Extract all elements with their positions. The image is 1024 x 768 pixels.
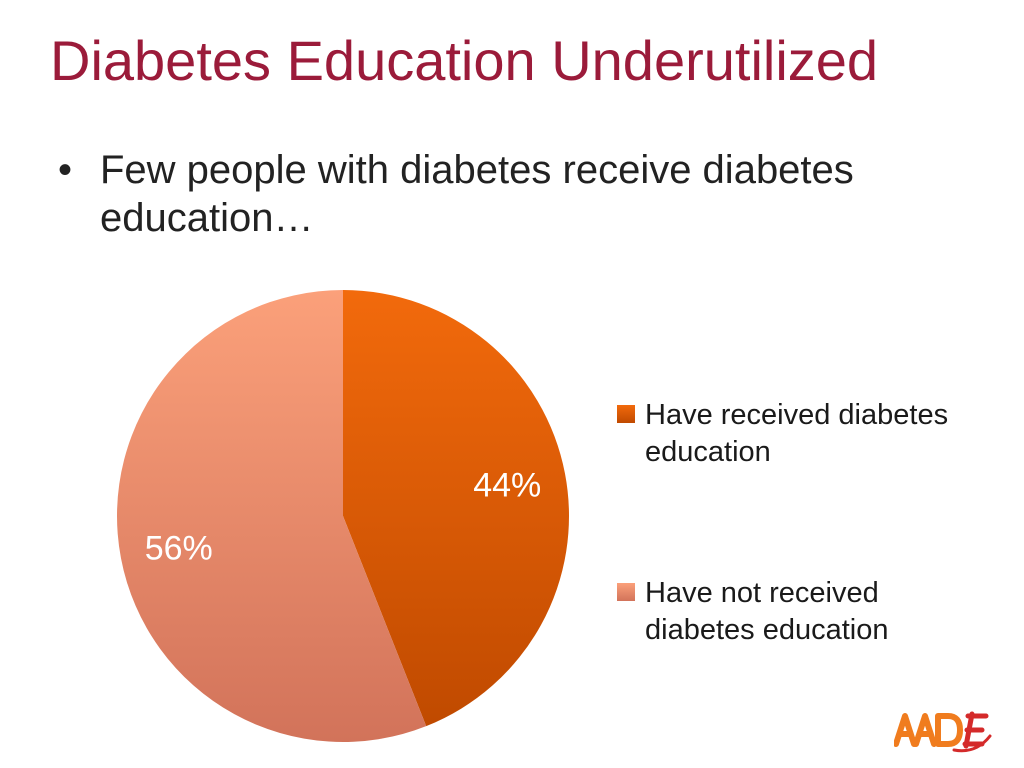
pie-slices — [116, 290, 569, 742]
slide-title: Diabetes Education Underutilized — [50, 29, 879, 92]
legend-label: education — [645, 436, 771, 468]
chart-legend: Have received diabetes education Have not … — [617, 399, 948, 646]
pie-slice-2 — [116, 290, 427, 742]
legend-label: Have received diabetes — [645, 399, 948, 431]
legend-entry-2: Have not received diabetes education — [617, 577, 888, 646]
legend-label: diabetes education — [645, 614, 888, 646]
aade-logo-art — [894, 711, 992, 753]
bullet-text: Few people with diabetes receive diabete… — [100, 148, 854, 240]
data-label-2: 56% — [145, 529, 213, 567]
pie-data-labels: 44% 56% — [145, 467, 542, 568]
bullet-point: • Few people with diabetes receive diabe… — [58, 146, 978, 242]
aade-logo — [894, 711, 992, 753]
legend-label: Have not received — [645, 577, 879, 609]
data-label-1: 44% — [473, 467, 541, 505]
legend-swatch-2 — [617, 583, 635, 601]
bullet-glyph: • — [58, 148, 73, 192]
pie-slice-1 — [343, 290, 569, 727]
legend-swatch-1 — [617, 405, 635, 423]
legend-entry-1: Have received diabetes education — [617, 399, 948, 468]
